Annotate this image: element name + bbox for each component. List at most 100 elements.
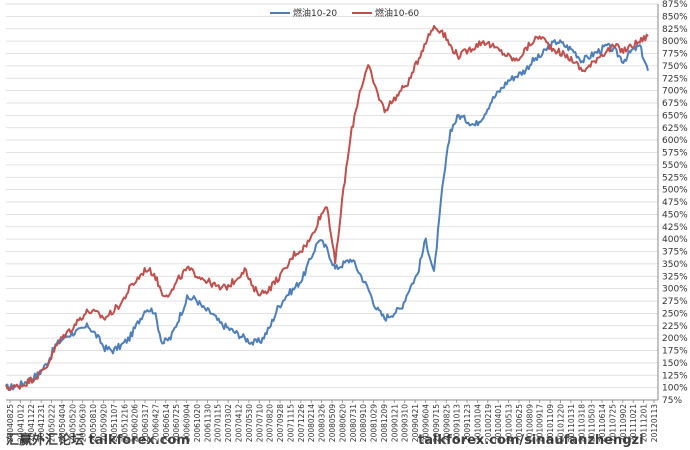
- x-tick-label: 20060317: [141, 404, 150, 442]
- x-tick-label: 20071115: [286, 404, 295, 442]
- x-tick-label: 20070710: [255, 404, 264, 442]
- y-tick-label: 675%: [662, 99, 688, 109]
- x-tick-label: 20080910: [359, 404, 368, 442]
- y-tick-label: 75%: [662, 396, 682, 406]
- x-tick-label: 20110131: [567, 404, 576, 442]
- y-tick-label: 875%: [662, 0, 688, 10]
- x-tick-label: 20081029: [370, 404, 379, 442]
- y-tick-label: 225%: [662, 322, 688, 332]
- y-axis-tick-labels: 875% 850% 825% 800% 775% 750% 725% 700% 675% 650%…: [662, 0, 688, 406]
- x-tick-label: 20070412: [235, 404, 244, 442]
- x-tick-label: 20091013: [453, 404, 462, 442]
- x-tick-label: 20090121: [390, 404, 399, 442]
- x-tick-label: 20091123: [463, 404, 472, 442]
- y-tick-label: 425%: [662, 223, 688, 233]
- y-tick-label: 650%: [662, 111, 688, 121]
- y-tick-label: 825%: [662, 25, 688, 35]
- x-tick-label: 20090715: [432, 404, 441, 442]
- x-tick-label: 20040825: [6, 404, 15, 442]
- y-tick-label: 200%: [662, 334, 688, 344]
- x-tick-label: 20110614: [598, 404, 607, 442]
- x-tick-label: 20060206: [131, 404, 140, 442]
- x-tick-label: 20060725: [172, 404, 181, 442]
- x-tick-label: 20050520: [68, 404, 77, 442]
- y-tick-label: 125%: [662, 371, 688, 381]
- y-tick-label: 375%: [662, 248, 688, 258]
- x-tick-label: 20111201: [640, 404, 649, 442]
- y-tick-label: 275%: [662, 297, 688, 307]
- x-tick-label: 20080326: [318, 404, 327, 442]
- x-tick-label: 20070115: [214, 404, 223, 442]
- y-tick-label: 575%: [662, 149, 688, 159]
- x-tick-label: 20041231: [37, 404, 46, 442]
- x-tick-label: 20051107: [110, 404, 119, 442]
- x-axis-tick-labels: 20040825 20041012 20041122 20041231 20050222…: [6, 404, 659, 442]
- x-tick-label: 20050810: [89, 404, 98, 442]
- y-tick-label: 400%: [662, 235, 688, 245]
- x-tick-label: 20071226: [297, 404, 306, 442]
- x-tick-label: 20100513: [505, 404, 514, 442]
- legend-label-series-1: 燃油10-20: [293, 7, 337, 19]
- y-tick-label: 750%: [662, 62, 688, 72]
- x-tick-label: 20060904: [183, 404, 192, 442]
- y-tick-label: 325%: [662, 272, 688, 282]
- y-tick-label: 300%: [662, 285, 688, 295]
- x-tick-label: 20080620: [338, 404, 347, 442]
- y-tick-label: 475%: [662, 198, 688, 208]
- x-tick-label: 20070530: [245, 404, 254, 442]
- x-tick-label: 20111021: [629, 404, 638, 442]
- y-tick-label: 350%: [662, 260, 688, 270]
- x-tick-label: 20081209: [380, 404, 389, 442]
- y-tick-label: 850%: [662, 12, 688, 22]
- x-tick-label: 20070928: [276, 404, 285, 442]
- series-line-1: [5, 39, 649, 392]
- x-tick-label: 20050404: [58, 404, 67, 442]
- x-tick-label: 20061020: [193, 404, 202, 442]
- x-tick-label: 20100625: [515, 404, 524, 442]
- y-tick-label: 100%: [662, 384, 688, 394]
- y-tick-label: 500%: [662, 186, 688, 196]
- x-tick-label: 20101109: [546, 404, 555, 442]
- x-tick-label: 20090825: [442, 404, 451, 442]
- x-tick-label: 20100219: [484, 404, 493, 442]
- x-tick-label: 20050630: [79, 404, 88, 442]
- y-tick-label: 450%: [662, 210, 688, 220]
- y-tick-label: 150%: [662, 359, 688, 369]
- x-tick-label: 20041122: [27, 404, 36, 442]
- x-tick-label: 20060614: [162, 404, 171, 442]
- series-line-2: [5, 25, 649, 392]
- x-tick-label: 20060427: [151, 404, 160, 442]
- y-tick-label: 775%: [662, 50, 688, 60]
- x-tick-label: 20100104: [473, 404, 482, 442]
- x-tick-label: 20070302: [224, 404, 233, 442]
- axes: [6, 4, 659, 403]
- watermark: 汇赢外汇论坛 talkforex.com talkforex.com/sinau…: [6, 432, 644, 448]
- x-tick-label: 20070820: [266, 404, 275, 442]
- x-tick-label: 20101220: [557, 404, 566, 442]
- y-tick-label: 175%: [662, 347, 688, 357]
- x-tick-label: 20051216: [120, 404, 129, 442]
- x-tick-label: 20061130: [203, 404, 212, 442]
- y-tick-label: 725%: [662, 74, 688, 84]
- y-tick-label: 550%: [662, 161, 688, 171]
- x-tick-label: 20041012: [16, 404, 25, 442]
- x-tick-label: 20050222: [48, 404, 57, 442]
- x-tick-label: 20050920: [99, 404, 108, 442]
- x-tick-label: 20110318: [577, 404, 586, 442]
- x-tick-label: 20090421: [411, 404, 420, 442]
- watermark-right: talkforex.com/sinaufanzhengzi: [418, 433, 644, 448]
- x-tick-label: 20110902: [619, 404, 628, 442]
- legend-label-series-2: 燃油10-60: [375, 7, 419, 19]
- x-tick-label: 20080731: [349, 404, 358, 442]
- legend: 燃油10-20 燃油10-60: [270, 7, 419, 19]
- x-tick-label: 20100401: [494, 404, 503, 442]
- x-tick-label: 20080214: [307, 404, 316, 442]
- watermark-left: 汇赢外汇论坛 talkforex.com: [6, 432, 190, 448]
- x-tick-label: 20100809: [525, 404, 534, 442]
- x-tick-label: 20110503: [588, 404, 597, 442]
- x-tick-label: 20110725: [608, 404, 617, 442]
- y-tick-label: 250%: [662, 309, 688, 319]
- y-tick-label: 700%: [662, 87, 688, 97]
- x-tick-label: 20090604: [421, 404, 430, 442]
